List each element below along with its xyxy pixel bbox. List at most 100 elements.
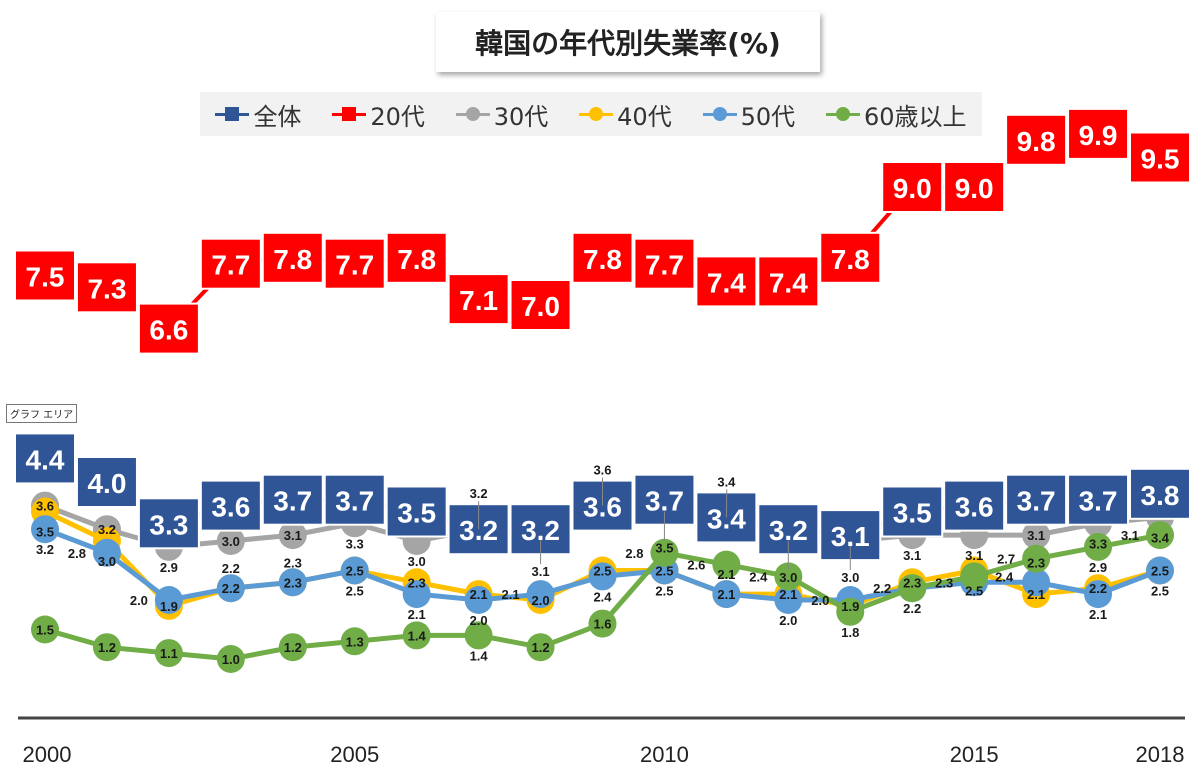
data-label: 3.5	[397, 498, 436, 529]
data-label: 3.0	[408, 554, 426, 569]
x-tick-label: 2000	[23, 742, 72, 767]
data-label: 2.9	[1089, 560, 1107, 575]
legend: 全体 20代 30代 40代 50代 60歳以上	[200, 92, 982, 136]
data-label: 3.7	[335, 486, 374, 517]
data-point-60歳以上	[836, 597, 865, 626]
data-label: 2.5	[965, 584, 983, 599]
data-label: 2.7	[997, 552, 1015, 567]
data-point-全体	[14, 432, 76, 485]
data-label: 2.3	[284, 555, 302, 570]
data-label: 3.2	[98, 522, 116, 537]
data-label: 2.5	[1151, 564, 1169, 579]
data-label: 1.6	[593, 617, 611, 632]
data-label: 9.9	[1079, 120, 1118, 151]
data-label: 3.0	[222, 534, 240, 549]
legend-item[interactable]: 60歳以上	[826, 97, 967, 132]
data-point-20代	[199, 237, 262, 290]
data-label: 3.6	[36, 499, 54, 514]
data-label: 3.1	[284, 528, 302, 543]
data-label: 2.3	[408, 575, 426, 590]
x-tick-label: 2018	[1136, 742, 1185, 767]
data-point-50代	[526, 580, 555, 609]
data-point-全体	[881, 485, 944, 538]
data-label: 2.2	[222, 561, 240, 576]
data-label: 9.5	[1141, 144, 1180, 175]
data-point-60歳以上	[898, 574, 927, 603]
data-label: 3.7	[645, 486, 684, 517]
data-label: 3.6	[211, 492, 250, 523]
data-label: 1.2	[532, 640, 550, 655]
data-label: 3.4	[717, 474, 736, 489]
legend-item[interactable]: 20代	[332, 97, 425, 132]
data-label: 3.6	[583, 492, 622, 523]
data-label: 9.8	[1017, 126, 1056, 157]
legend-label: 全体	[253, 102, 302, 131]
data-label: 3.0	[779, 570, 797, 585]
legend-item[interactable]: 30代	[455, 97, 548, 132]
data-label: 2.3	[903, 575, 921, 590]
data-point-20代	[447, 273, 510, 326]
data-label: 2.4	[593, 589, 612, 604]
data-label: 3.5	[893, 498, 932, 529]
data-point-50代	[154, 586, 183, 614]
data-point-全体	[323, 473, 386, 526]
data-point-20代	[757, 255, 820, 308]
data-label: 2.1	[1027, 587, 1045, 602]
data-point-50代	[340, 556, 369, 585]
data-label: 3.1	[965, 548, 983, 563]
data-point-60歳以上	[1084, 532, 1113, 561]
legend-label: 40代	[617, 102, 672, 131]
data-point-30代	[216, 527, 245, 555]
data-point-20代	[881, 161, 944, 213]
data-label: 9.0	[893, 173, 932, 204]
data-point-60歳以上	[31, 615, 59, 644]
x-tick-label: 2005	[330, 742, 379, 767]
data-label: 4.4	[26, 444, 65, 475]
data-point-60歳以上	[712, 550, 741, 579]
data-labels: 4.4 4.0 3.3 3.6 3.7 3.7 3.5 3.2 3.2 3.6 3.7 3.4 3.2 3…	[26, 120, 1180, 667]
data-point-全体	[1129, 467, 1191, 520]
data-label: 3.3	[149, 509, 188, 540]
data-point-20代	[1067, 107, 1130, 160]
data-point-50代	[464, 586, 493, 614]
data-point-20代	[385, 231, 448, 284]
data-label: 3.7	[1079, 486, 1118, 517]
legend-item[interactable]: 全体	[215, 97, 301, 132]
data-label: 7.8	[273, 244, 312, 275]
data-label: 9.0	[955, 173, 994, 204]
data-label: 3.0	[841, 570, 859, 585]
data-label: 1.4	[470, 648, 489, 663]
data-label: 3.2	[36, 542, 54, 557]
x-tick-label: 2010	[640, 742, 689, 767]
data-point-20代	[323, 237, 386, 290]
data-point-全体	[137, 497, 200, 550]
data-label: 1.4	[408, 628, 427, 643]
data-point-20代	[137, 302, 200, 355]
data-point-20代	[695, 255, 758, 308]
data-point-60歳以上	[154, 639, 183, 668]
legend-item[interactable]: 50代	[702, 97, 795, 132]
data-point-20代	[571, 231, 634, 284]
data-label: 2.8	[625, 546, 643, 561]
data-label: 3.4	[1151, 530, 1170, 545]
data-label: 2.9	[160, 560, 178, 575]
data-label: 2.0	[532, 593, 550, 608]
data-label: 2.1	[717, 587, 735, 602]
data-label: 2.1	[1089, 607, 1107, 622]
data-point-全体	[1067, 473, 1130, 526]
data-point-60歳以上	[1022, 544, 1051, 573]
data-point-60歳以上	[92, 633, 121, 662]
data-point-30代	[1022, 521, 1051, 550]
data-label: 2.5	[1151, 584, 1169, 599]
data-point-30代	[278, 521, 307, 550]
data-point-60歳以上	[402, 621, 431, 650]
data-point-50代	[588, 562, 617, 591]
data-point-60歳以上	[464, 621, 493, 650]
x-tick-label: 2015	[950, 742, 999, 767]
data-label: 3.2	[769, 515, 808, 546]
data-label: 2.2	[873, 581, 891, 596]
legend-item[interactable]: 40代	[579, 97, 672, 132]
data-label: 3.1	[1027, 528, 1045, 543]
data-point-50代	[31, 515, 59, 544]
data-label: 3.5	[655, 541, 673, 556]
